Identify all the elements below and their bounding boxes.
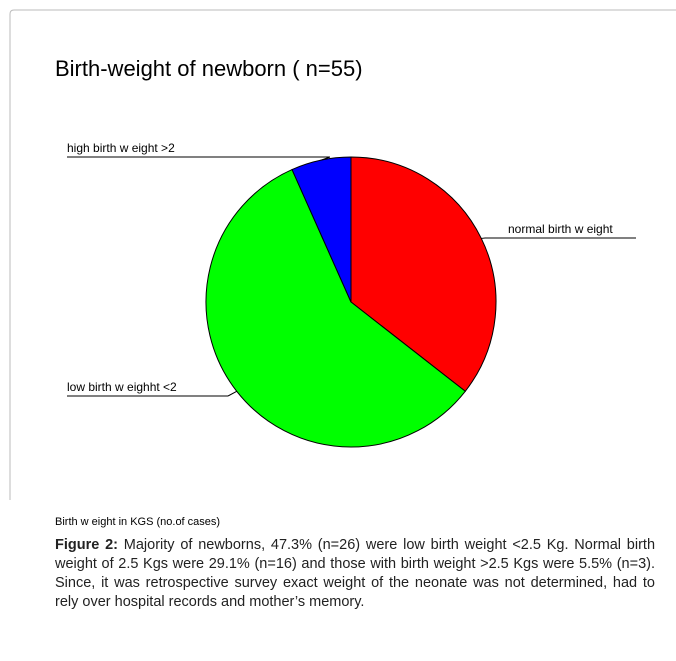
chart-title: Birth-weight of newborn ( n=55): [55, 56, 363, 81]
slice-label: high birth w eight >2: [67, 141, 175, 155]
x-axis-label: Birth w eight in KGS (no.of cases): [55, 516, 220, 528]
frame: [9, 9, 676, 500]
caption: Figure 2: Majority of newborns, 47.3% (n…: [55, 536, 655, 612]
chart: Birth-weight of newborn ( n=55) Birth w …: [9, 9, 676, 528]
pie-slice: [205, 168, 466, 448]
frame-corner: [9, 9, 15, 15]
leader-line: [67, 156, 331, 161]
pie-slice: [291, 156, 352, 303]
caption-text: Majority of newborns, 47.3% (n=26) were …: [55, 537, 656, 610]
slice-label: normal birth w eight: [508, 222, 613, 236]
leader-line: [67, 390, 237, 397]
slice-label: low birth w eighht <2: [67, 380, 177, 394]
pie-slice: [350, 156, 497, 392]
caption-label: Figure 2:: [55, 537, 118, 553]
